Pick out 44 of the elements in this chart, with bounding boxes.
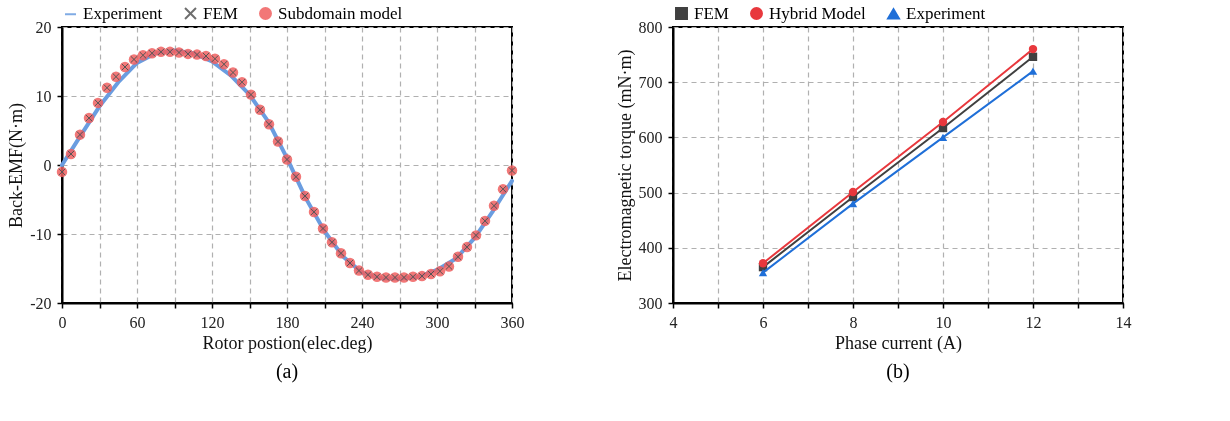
x-tick-label: 14: [1115, 313, 1132, 331]
x-tick-label: 240: [350, 313, 375, 331]
x-tick-label: 6: [759, 313, 768, 331]
legend-label: FEM: [694, 3, 729, 23]
text: (b): [886, 360, 910, 383]
x-tick-label: 300: [425, 313, 450, 331]
x-tick-label: 60: [129, 313, 146, 331]
x-tick-label: 180: [275, 313, 300, 331]
point: [758, 259, 768, 268]
point: [848, 200, 858, 208]
point: [1028, 67, 1038, 75]
y-tick-label: 300: [638, 294, 663, 312]
point: [1028, 52, 1038, 61]
x-axis-title: Phase current (A): [835, 332, 962, 354]
text: (a): [275, 360, 299, 383]
point: [938, 117, 948, 127]
y-tick-label: 500: [638, 184, 663, 202]
x-tick-label: 4: [669, 313, 678, 331]
legend-label: Experiment: [906, 3, 986, 23]
y-tick-label: 600: [638, 128, 663, 146]
y-tick-label: -20: [30, 294, 52, 312]
x-tick-label: 120: [200, 313, 225, 331]
point: [1028, 44, 1038, 54]
x-axis-title: Rotor postion(elec.deg): [202, 332, 373, 354]
x-tick-label: 0: [58, 313, 67, 331]
y-tick-label: 700: [638, 73, 663, 91]
y-tick-label: 800: [638, 18, 663, 36]
point: [848, 187, 858, 197]
x-tick-label: 12: [1025, 313, 1042, 331]
y-tick-label: 10: [35, 87, 52, 105]
y-tick-label: 400: [638, 239, 663, 257]
y-tick-label: -10: [30, 225, 52, 243]
x-tick-label: 8: [849, 313, 858, 331]
y-axis-title: Electromagnetic torque (mN·m): [614, 49, 636, 282]
legend-label: Subdomain model: [278, 3, 403, 23]
point: [758, 269, 768, 277]
x-tick-label: 360: [500, 313, 525, 331]
legend-label: FEM: [203, 3, 238, 23]
y-tick-label: 0: [43, 156, 52, 174]
y-axis-title: Back-EMF(N·m): [6, 103, 28, 228]
legend-label: Experiment: [83, 4, 163, 24]
y-tick-label: 20: [35, 18, 52, 36]
x-tick-label: 10: [935, 313, 952, 331]
legend-label: Hybrid Model: [769, 3, 867, 23]
